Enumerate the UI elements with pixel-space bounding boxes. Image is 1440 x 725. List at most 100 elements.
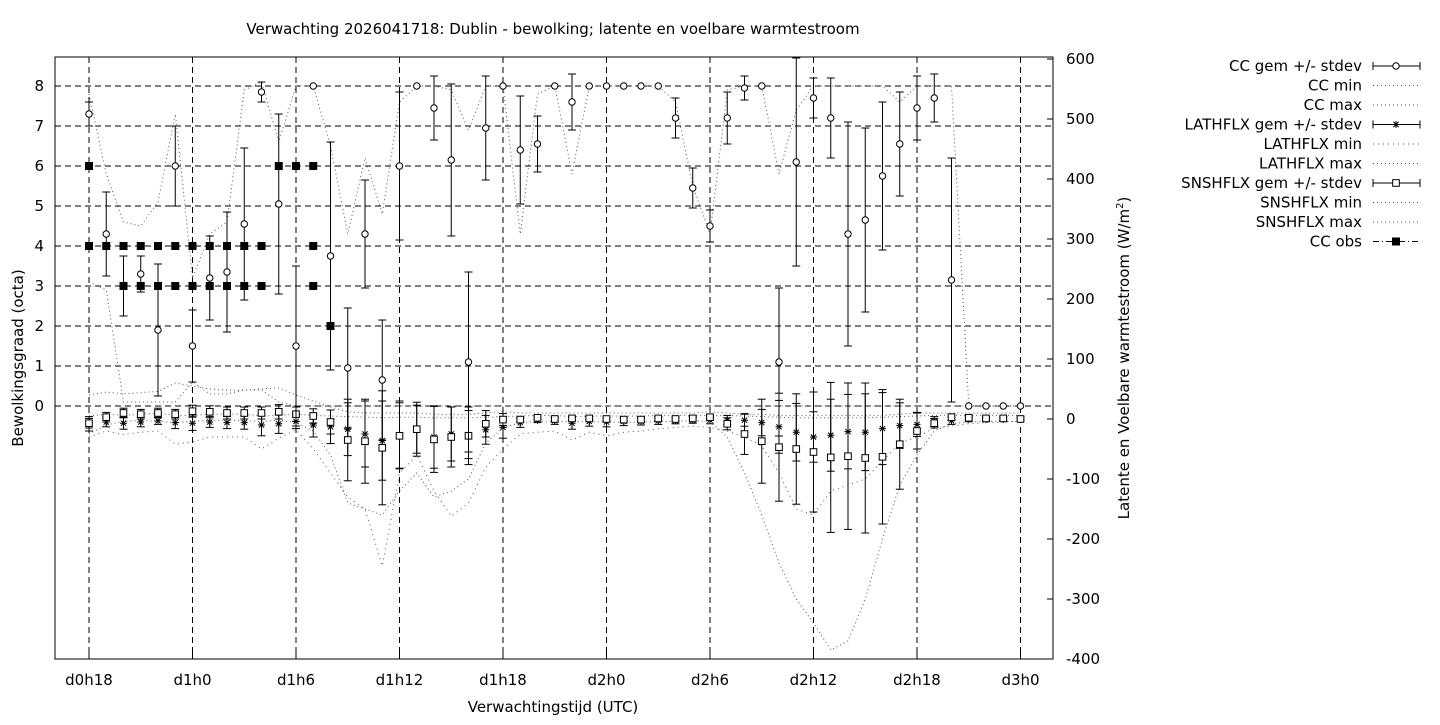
data-point <box>964 414 973 422</box>
data-point <box>102 413 111 421</box>
legend-label: LATHFLX max <box>1259 155 1362 173</box>
data-point <box>361 437 369 445</box>
data-point <box>412 425 421 433</box>
data-point <box>965 402 973 410</box>
data-point <box>430 435 438 444</box>
data-point <box>223 282 231 290</box>
data-point <box>999 414 1008 423</box>
data-point <box>309 162 318 170</box>
data-point <box>171 282 180 290</box>
legend-label: SNSHFLX min <box>1260 194 1362 212</box>
data-point <box>999 402 1007 410</box>
data-point <box>85 419 93 427</box>
data-point <box>447 156 455 164</box>
series-cc-obs <box>85 162 335 330</box>
legend-item: SNSHFLX gem +/- stdev <box>1181 174 1421 192</box>
data-point <box>481 420 490 428</box>
data-point <box>568 414 576 423</box>
data-point <box>533 414 542 422</box>
data-point <box>257 88 266 96</box>
data-point <box>585 82 593 90</box>
data-point <box>1392 121 1400 128</box>
legend-item: LATHFLX max <box>1259 155 1420 173</box>
y-left-tick-label: 0 <box>34 397 44 415</box>
y-right-tick-label: 200 <box>1066 290 1095 308</box>
data-point <box>137 270 145 278</box>
data-point <box>792 158 800 166</box>
data-point <box>982 414 990 423</box>
data-point <box>723 420 732 428</box>
data-point <box>464 358 473 366</box>
data-point <box>1016 402 1025 410</box>
data-point <box>516 146 524 154</box>
data-point <box>913 427 921 435</box>
data-point <box>102 230 110 238</box>
data-point <box>206 418 214 426</box>
legend-label: LATHFLX min <box>1263 135 1362 153</box>
x-tick-label: d1h18 <box>479 671 527 689</box>
data-point <box>309 421 317 429</box>
data-point <box>85 110 93 118</box>
data-point <box>154 242 162 250</box>
y-axis-right-label-sup: 2 <box>1115 203 1126 209</box>
data-point <box>516 415 525 424</box>
x-tick-label: d0h18 <box>65 671 113 689</box>
data-point <box>326 322 335 330</box>
x-tick-label: d2h12 <box>790 671 838 689</box>
data-point <box>223 419 231 427</box>
series-layer <box>85 57 1025 651</box>
y-right-tick-label: 500 <box>1066 110 1095 128</box>
x-tick-label: d1h6 <box>277 671 315 689</box>
data-point <box>395 162 404 170</box>
series-snshflx-gem <box>85 381 1025 534</box>
data-point <box>878 172 887 180</box>
legend-item: CC max <box>1304 96 1420 114</box>
legend-label: SNSHFLX gem +/- stdev <box>1181 174 1362 192</box>
y-right-tick-label: 100 <box>1066 350 1095 368</box>
data-point <box>861 216 869 224</box>
data-point <box>706 413 714 421</box>
data-point <box>551 82 559 90</box>
x-tick-label: d1h12 <box>376 671 424 689</box>
data-point <box>585 414 594 423</box>
data-point <box>482 124 490 132</box>
data-point <box>723 114 731 122</box>
legend-item: CC gem +/- stdev <box>1229 57 1421 75</box>
data-point <box>275 200 283 208</box>
data-point <box>309 412 318 420</box>
y-right-tick-label: 0 <box>1066 410 1076 428</box>
series-cc-min <box>88 281 1021 407</box>
data-point <box>85 162 93 170</box>
data-point <box>447 433 456 441</box>
data-point <box>223 409 231 417</box>
data-point <box>257 242 266 250</box>
data-point <box>688 414 697 423</box>
data-point <box>550 415 559 423</box>
x-tick-label: d3h0 <box>1001 671 1039 689</box>
data-point <box>171 162 179 170</box>
data-point <box>654 414 663 423</box>
y-axis-left-label: Bewolkingsgraad (octa) <box>9 269 27 446</box>
y-left-tick-label: 4 <box>34 237 44 255</box>
y-right-tick-label: -300 <box>1066 590 1100 608</box>
data-point <box>378 376 386 384</box>
data-point <box>740 84 749 92</box>
data-point <box>240 242 249 250</box>
y-right-tick-label: -100 <box>1066 470 1100 488</box>
data-point <box>171 242 180 250</box>
data-point <box>137 418 145 426</box>
data-point <box>775 358 783 366</box>
data-point <box>240 419 248 427</box>
data-point <box>188 282 197 290</box>
data-point <box>136 410 145 418</box>
data-point <box>758 82 766 90</box>
data-point <box>861 454 870 462</box>
y-left-tick-label: 7 <box>34 117 44 135</box>
data-point <box>809 94 818 102</box>
y-right-tick-label: -200 <box>1066 530 1100 548</box>
y-axis-right-label-end: ) <box>1115 197 1133 203</box>
data-point <box>188 407 197 415</box>
data-point <box>930 419 939 427</box>
